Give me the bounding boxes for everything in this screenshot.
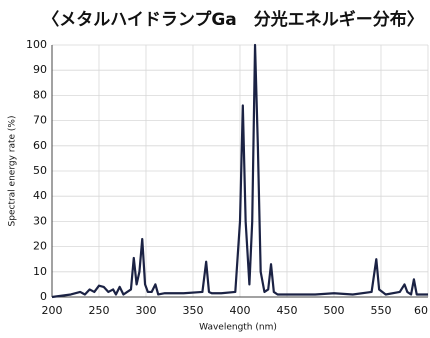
y-tick-label: 60 xyxy=(33,139,47,152)
y-tick-label: 20 xyxy=(33,240,47,253)
y-tick-label: 50 xyxy=(33,164,47,177)
y-tick-label: 40 xyxy=(33,189,47,202)
y-tick-label: 0 xyxy=(40,290,47,303)
y-tick-label: 80 xyxy=(33,88,47,101)
x-tick-label: 350 xyxy=(183,304,204,317)
x-tick-label: 250 xyxy=(89,304,110,317)
x-tick-label: 550 xyxy=(371,304,392,317)
x-tick-label: 60 xyxy=(414,304,428,317)
x-tick-label: 450 xyxy=(277,304,298,317)
y-axis-label: Spectral energy rate (%) xyxy=(8,116,18,227)
x-tick-label: 300 xyxy=(136,304,157,317)
x-axis-label: Wavelength (nm) xyxy=(199,323,277,333)
line xyxy=(51,43,428,299)
y-tick-label: 30 xyxy=(33,214,47,227)
y-tick-label: 100 xyxy=(26,38,47,51)
y-tick-label: 10 xyxy=(33,265,47,278)
y-tick-label: 90 xyxy=(33,63,47,76)
x-tick-label: 200 xyxy=(42,304,63,317)
x-tick-label: 500 xyxy=(324,304,345,317)
chart-title: 〈メタルハイドランプGa 分光エネルギー分布〉 xyxy=(42,9,424,30)
y-tick-label: 70 xyxy=(33,114,47,127)
x-tick-label: 400 xyxy=(230,304,251,317)
